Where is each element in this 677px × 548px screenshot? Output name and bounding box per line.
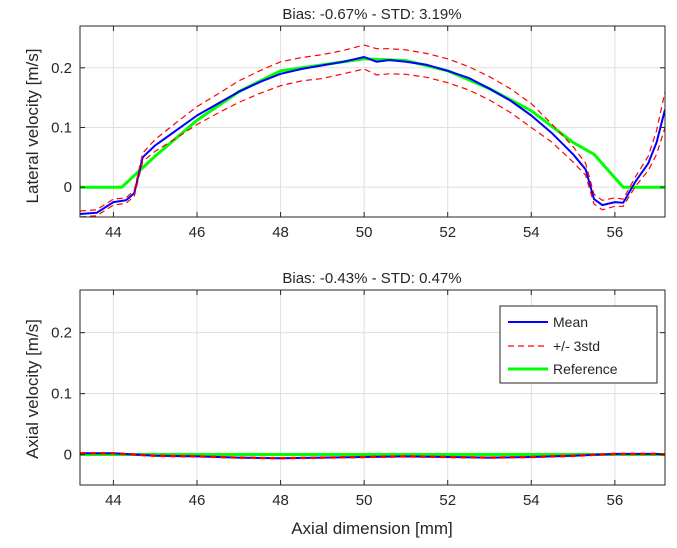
axial-plot-ylabel: Axial velocity [m/s] — [23, 319, 42, 459]
legend: Mean +/- 3std Reference — [499, 305, 658, 384]
axial-series-group — [80, 452, 665, 460]
axial-plot-xlabel: Axial dimension [mm] — [291, 519, 453, 538]
axial-xtick-label: 48 — [272, 492, 289, 509]
axial-xtick-label: 50 — [356, 492, 373, 509]
lateral-xtick-label: 50 — [356, 224, 373, 241]
axial-plot-title: Bias: -0.43% - STD: 0.47% — [282, 270, 461, 287]
lateral-plot-title: Bias: -0.67% - STD: 3.19% — [282, 6, 461, 23]
axial-xtick-label: 52 — [439, 492, 456, 509]
axial-series-std-line — [80, 453, 665, 460]
lateral-ytick-label: 0.2 — [51, 60, 72, 77]
lateral-ytick-label: 0 — [64, 179, 72, 196]
axial-ytick-label: 0.2 — [51, 325, 72, 342]
axial-axes-frame — [79, 289, 666, 486]
lateral-plot-ylabel: Lateral velocity [m/s] — [23, 49, 42, 204]
lateral-xtick-label: 48 — [272, 224, 289, 241]
axial-velocity-plot: Bias: -0.43% - STD: 0.47% Axial velocity… — [23, 270, 666, 538]
lateral-series-std-line — [80, 44, 665, 212]
lateral-series-std-line — [80, 68, 665, 217]
lateral-xtick-label: 54 — [523, 224, 540, 241]
lateral-series-mean-line — [80, 56, 665, 215]
lateral-ytick-label: 0.1 — [51, 119, 72, 136]
axial-xtick-label: 54 — [523, 492, 540, 509]
axial-ytick-label: 0.1 — [51, 386, 72, 403]
axial-xtick-label: 46 — [189, 492, 206, 509]
axial-xtick-label: 44 — [105, 492, 122, 509]
axial-xtick-label: 56 — [607, 492, 624, 509]
lateral-xtick-label: 46 — [189, 224, 206, 241]
lateral-xtick-label: 52 — [439, 224, 456, 241]
lateral-xtick-label: 44 — [105, 224, 122, 241]
axial-ytick-label: 0 — [64, 447, 72, 464]
axial-series-std-line — [80, 452, 665, 459]
legend-label-mean: Mean — [553, 314, 588, 330]
lateral-velocity-plot: Bias: -0.67% - STD: 3.19% Lateral veloci… — [23, 6, 666, 241]
lateral-series-group — [80, 44, 665, 217]
legend-label-std: +/- 3std — [553, 338, 600, 354]
axial-plot-area: 44 46 48 50 52 54 56 0 0.1 0.2 — [51, 289, 666, 509]
lateral-xtick-label: 56 — [607, 224, 624, 241]
lateral-axes-frame — [79, 25, 666, 218]
lateral-plot-area: 44 46 48 50 52 54 56 0 0.1 0.2 — [51, 25, 666, 241]
legend-label-reference: Reference — [553, 361, 618, 377]
